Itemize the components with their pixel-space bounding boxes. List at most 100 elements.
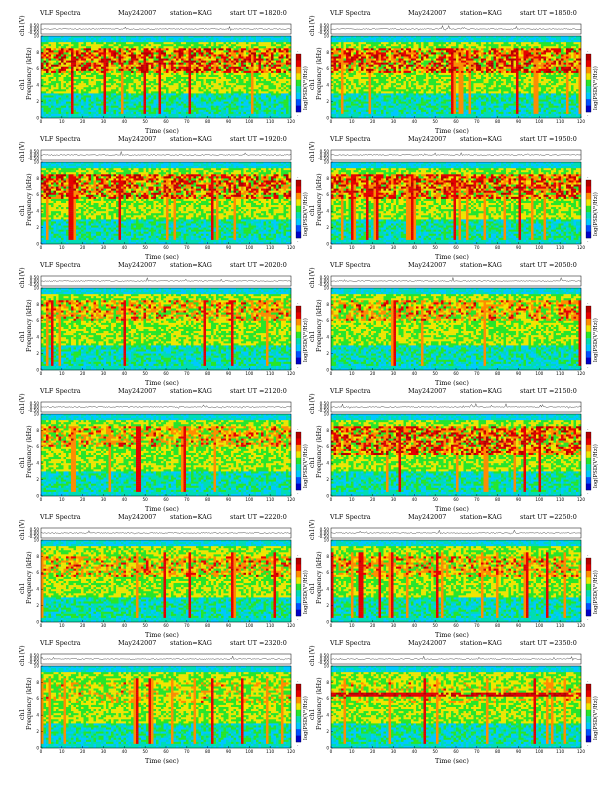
waveform-trace [331,25,582,31]
spectrogram-cell [201,91,204,94]
spectrogram-cell [108,105,112,108]
spectrogram-cell [188,64,192,67]
spectrogram-cell [221,60,224,63]
spectrogram-cell [243,79,247,82]
spectrogram-cell [46,70,49,74]
spectrogram-cell [156,85,159,88]
spectrogram-cell [381,95,384,98]
spectrogram-cell [111,44,114,47]
spectrogram-cell [63,62,67,65]
spectrogram-cell [281,101,284,104]
spectrogram-cell [258,83,262,86]
spectrogram-cell [166,103,169,106]
spectrogram-cell [383,83,387,86]
spectrogram-cell [233,79,237,82]
spectrogram-cell [138,62,142,65]
spectrogram-cell [266,107,269,110]
spectrogram-cell [196,64,199,67]
spectrogram-cell [271,54,274,57]
spectrogram-cell [171,36,174,39]
spectrogram-cell [261,42,264,45]
spectrogram-cell [108,38,112,41]
spectrogram-cell [148,36,152,39]
spectrogram-cell [206,44,209,47]
spectrogram-cell [43,111,47,115]
spectrogram-cell [116,113,119,117]
spectrogram-cell [216,44,219,47]
spectrogram-cell [226,52,229,55]
spectrogram-cell [211,89,214,92]
spectrogram-cell [111,113,114,117]
spectrogram-cell [146,105,149,108]
spectrogram-cell [63,89,67,92]
spectrogram-cell [71,40,74,43]
spectrogram-cell [101,97,104,100]
spectrogram-cell [191,105,194,108]
spectrogram-cell [128,87,132,90]
spectrogram-cell [103,109,107,112]
spectrogram-cell [358,52,362,55]
spectrogram-cell [333,50,337,53]
spectrogram-cell [283,91,287,94]
spectrogram-cell [386,60,389,63]
spectrogram-cell [83,115,87,119]
spectrogram-cell [338,40,342,43]
spectrogram-cell [276,36,279,39]
spectrogram-cell [233,107,237,110]
spectrogram-cell [201,58,204,61]
spectrogram-cell [91,87,94,90]
spectrogram-cell [111,72,114,76]
spectrogram-cell [151,58,154,61]
spectrogram-cell [113,40,117,43]
spectrogram-cell [383,107,387,110]
spectrogram-cell [63,50,67,53]
spectrogram-cell [61,38,64,41]
spectrogram-cell [341,70,344,74]
spectrogram-cell [48,60,52,63]
spectrogram-cell [176,91,179,94]
spectrogram-cell [191,48,194,51]
spectrogram-cell [368,38,372,41]
spectrogram-cell [86,54,89,57]
spectrogram-cell [263,52,267,55]
spectrogram-cell [176,103,179,106]
spectrogram-cell [206,60,209,63]
spectrogram-cell [81,95,84,98]
spectrogram-cell [176,101,179,104]
spectrogram-cell [101,54,104,57]
spectrogram-cell [236,77,239,80]
spectrogram-cell [371,46,374,49]
spectrogram-cell [73,62,77,65]
spectrogram-cell [256,79,259,82]
spectrogram-cell [41,115,44,119]
spectrogram-cell [266,77,269,80]
spectrogram-cell [71,81,74,84]
spectrogram-cell [233,93,237,96]
spectrogram-cell [366,72,369,76]
spectrogram-cell [143,54,147,57]
spectrogram-cell [338,60,342,63]
spectrogram-cell [173,64,177,67]
spectrogram-cell [41,48,44,51]
spectrogram-cell [346,99,349,102]
spectrogram-cell [176,111,179,115]
spectrogram-cell [216,62,219,65]
spectrogram-cell [78,62,82,65]
spectrogram-cell [121,68,124,71]
spectrogram-cell [46,95,49,98]
spectrogram-cell [168,38,172,41]
colorbar-swatch [296,92,301,100]
spectrogram-cell [243,64,247,67]
spectrogram-cell [111,64,114,67]
spectrogram-cell [223,36,227,39]
spectrogram-cell [273,38,277,41]
spectrogram-cell [176,83,179,86]
spectrogram-cell [238,50,242,53]
spectrogram-cell [198,58,202,61]
spectrogram-cell [178,93,182,96]
spectrogram-cell [271,85,274,88]
spectrogram-cell [128,107,132,110]
spectrogram-cell [106,38,109,41]
spectrogram-cell [118,66,122,69]
spectrogram-cells [331,36,582,119]
